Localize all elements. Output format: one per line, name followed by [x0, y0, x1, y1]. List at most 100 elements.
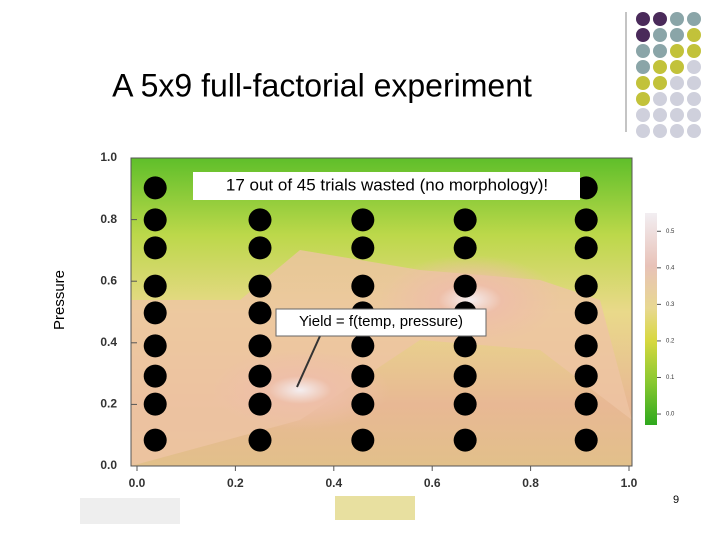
annotation-arrow [296, 335, 321, 388]
y-tick-label: 0.2 [100, 397, 117, 411]
trial-point [248, 364, 272, 388]
x-tick-label: 0.6 [424, 476, 441, 490]
contour-peak [210, 350, 390, 430]
trial-point [574, 236, 598, 260]
y-tick-label: 0.4 [100, 335, 117, 349]
slide-title: A 5x9 full-factorial experiment [112, 67, 532, 103]
deco-dot [670, 12, 684, 26]
deco-dot [653, 44, 667, 58]
trial-point [574, 274, 598, 298]
deco-dot [636, 12, 650, 26]
decoration [636, 12, 701, 138]
trial-point [453, 364, 477, 388]
plot: 0.0 0.2 0.4 0.6 0.8 1.0 0.0 0.2 0.4 0.6 0.8 1.0 0.5 0… [100, 150, 675, 490]
deco-dot [636, 76, 650, 90]
trial-point [248, 301, 272, 325]
colorbar-tick-label: 0.5 [666, 229, 675, 235]
deco-dot [687, 60, 701, 74]
deco-dot [653, 60, 667, 74]
deco-dot [636, 44, 650, 58]
annotation: Yield = f(temp, pressure) [299, 313, 463, 330]
trial-point [248, 334, 272, 358]
x-tick-label: 1.0 [621, 476, 638, 490]
deco-dot [653, 28, 667, 42]
trial-point [351, 364, 375, 388]
trial-point [453, 236, 477, 260]
trial-point [574, 208, 598, 232]
deco-dot [636, 108, 650, 122]
deco-dot [653, 76, 667, 90]
trial-point [453, 208, 477, 232]
trial-point [143, 274, 167, 298]
deco-dot [670, 76, 684, 90]
trial-point [351, 236, 375, 260]
trial-point [248, 236, 272, 260]
trial-point [351, 392, 375, 416]
plot-frame [130, 157, 633, 467]
trial-point [351, 274, 375, 298]
trial-point [574, 392, 598, 416]
trial-point [143, 364, 167, 388]
deco-dot [636, 92, 650, 106]
y-tick-label: 0.8 [100, 212, 117, 226]
annotation-box [193, 172, 580, 200]
trial-point [574, 428, 598, 452]
trial-point [351, 428, 375, 452]
trial-point [453, 392, 477, 416]
deco-dot [670, 124, 684, 138]
trial-point [453, 428, 477, 452]
trial-point [143, 392, 167, 416]
deco-dot [653, 124, 667, 138]
deco-dot [687, 108, 701, 122]
deco-dot [636, 28, 650, 42]
trial-point [574, 334, 598, 358]
x-tick-label: 0.0 [129, 476, 146, 490]
trial-point [453, 274, 477, 298]
deco-dot [636, 124, 650, 138]
x-tick-label: 0.4 [325, 476, 342, 490]
deco-dot [687, 28, 701, 42]
logo [335, 496, 415, 520]
y-tick-label: 0.6 [100, 273, 117, 287]
trial-point [574, 176, 598, 200]
deco-dot [687, 92, 701, 106]
deco-dot [670, 28, 684, 42]
deco-dot [670, 60, 684, 74]
page-number: 9 [673, 494, 679, 506]
deco-dot [653, 92, 667, 106]
trial-point [248, 208, 272, 232]
trial-point [248, 392, 272, 416]
trial-point [143, 236, 167, 260]
deco-dot [687, 44, 701, 58]
colorbar-tick-label: 0.2 [666, 339, 675, 345]
deco-dot [687, 12, 701, 26]
trial-point [248, 274, 272, 298]
deco-dot [670, 108, 684, 122]
trial-point [143, 208, 167, 232]
y-axis-label: Pressure [51, 270, 68, 330]
colorbar-tick-label: 0.1 [666, 375, 675, 381]
x-tick-label: 0.8 [522, 476, 539, 490]
deco-dot [653, 12, 667, 26]
trial-point [248, 428, 272, 452]
deco-dot [653, 108, 667, 122]
trial-point [574, 301, 598, 325]
trial-point [143, 334, 167, 358]
trial-point [143, 428, 167, 452]
deco-dot [670, 44, 684, 58]
colorbar-tick-label: 0.4 [666, 265, 675, 271]
deco-dot [670, 92, 684, 106]
trial-point [574, 364, 598, 388]
deco-dot [687, 76, 701, 90]
colorbar [645, 213, 657, 425]
trial-point [453, 334, 477, 358]
trial-point [351, 208, 375, 232]
y-tick-label: 0.0 [100, 458, 117, 472]
x-tick-label: 0.2 [227, 476, 244, 490]
deco-dot [687, 124, 701, 138]
y-tick-label: 1.0 [100, 150, 117, 164]
deco-dot [636, 60, 650, 74]
trial-point [143, 176, 167, 200]
